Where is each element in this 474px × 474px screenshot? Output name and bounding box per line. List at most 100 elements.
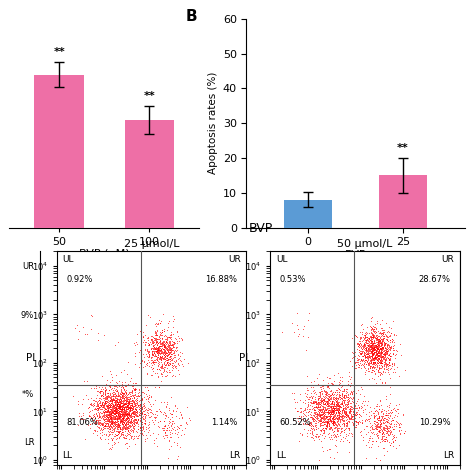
Point xyxy=(150,350,158,357)
Point xyxy=(112,407,119,415)
Point xyxy=(319,414,326,421)
Point xyxy=(365,359,372,367)
Point xyxy=(333,410,340,417)
Point xyxy=(161,351,168,358)
Point xyxy=(136,409,144,417)
Point xyxy=(380,338,388,346)
Point xyxy=(154,336,161,343)
Point xyxy=(313,410,320,418)
Point xyxy=(356,347,364,355)
Point xyxy=(377,324,385,331)
Point xyxy=(371,354,379,361)
Point xyxy=(325,419,333,427)
Point xyxy=(176,348,184,356)
Point xyxy=(110,418,118,426)
Point xyxy=(166,415,173,422)
Point xyxy=(122,422,130,429)
Point xyxy=(118,391,126,399)
Point xyxy=(152,347,160,355)
Point xyxy=(110,396,118,403)
Point xyxy=(377,335,384,343)
Point xyxy=(375,368,383,375)
Point xyxy=(382,419,389,426)
Point xyxy=(104,414,111,422)
Point xyxy=(299,398,307,406)
Point xyxy=(126,404,133,411)
Point xyxy=(155,317,163,324)
Point xyxy=(344,422,351,430)
Point xyxy=(99,401,107,409)
Point xyxy=(107,401,114,409)
Point xyxy=(316,393,323,401)
Point xyxy=(160,348,168,356)
Point xyxy=(368,337,376,345)
Point xyxy=(110,402,118,410)
Point xyxy=(390,341,398,349)
Point xyxy=(106,424,114,432)
Point xyxy=(357,321,365,329)
Point xyxy=(368,363,375,371)
Point xyxy=(385,356,393,364)
Point xyxy=(338,406,346,414)
Point xyxy=(361,358,369,365)
Point xyxy=(376,371,384,379)
Point xyxy=(95,417,102,424)
Point xyxy=(166,360,174,368)
Point xyxy=(310,400,318,407)
Point xyxy=(331,417,338,425)
Point xyxy=(346,372,353,380)
Point xyxy=(101,386,109,394)
Point xyxy=(370,349,378,356)
Point xyxy=(148,336,156,344)
Point xyxy=(111,399,119,407)
Point xyxy=(95,414,102,422)
Point xyxy=(374,345,382,352)
Point xyxy=(82,330,89,338)
Point xyxy=(384,426,392,434)
Point xyxy=(361,352,369,360)
Point xyxy=(141,414,149,421)
Point xyxy=(293,399,301,406)
Point xyxy=(316,416,323,424)
Point xyxy=(344,391,352,399)
Point xyxy=(338,391,346,398)
Point xyxy=(317,397,325,404)
Point xyxy=(108,418,116,425)
Point xyxy=(152,345,160,353)
Point xyxy=(162,373,169,380)
Point xyxy=(154,356,161,364)
Point xyxy=(320,411,328,419)
Point xyxy=(361,331,369,338)
Point xyxy=(335,402,343,410)
Point xyxy=(106,368,114,375)
Point xyxy=(386,391,394,398)
Point xyxy=(149,338,157,346)
Point xyxy=(322,391,330,399)
Point xyxy=(140,415,148,422)
Point xyxy=(380,428,387,436)
Point xyxy=(329,421,337,428)
Point xyxy=(118,428,126,436)
Point xyxy=(123,393,130,401)
Point xyxy=(379,352,386,359)
Point xyxy=(162,356,170,364)
Point xyxy=(384,333,392,341)
Point xyxy=(385,360,393,367)
Point xyxy=(114,410,121,417)
Point xyxy=(371,332,378,340)
Point xyxy=(159,337,167,345)
Point xyxy=(367,352,374,359)
Point xyxy=(118,390,126,397)
Point xyxy=(132,398,139,405)
Point xyxy=(383,342,391,349)
Point xyxy=(321,409,328,417)
Point xyxy=(365,397,372,404)
Point xyxy=(349,407,356,414)
Point xyxy=(105,417,113,425)
Point xyxy=(174,356,182,363)
Point xyxy=(168,363,175,370)
Point xyxy=(293,321,301,328)
Point xyxy=(327,434,335,441)
Point xyxy=(136,406,144,413)
Point xyxy=(379,343,386,350)
